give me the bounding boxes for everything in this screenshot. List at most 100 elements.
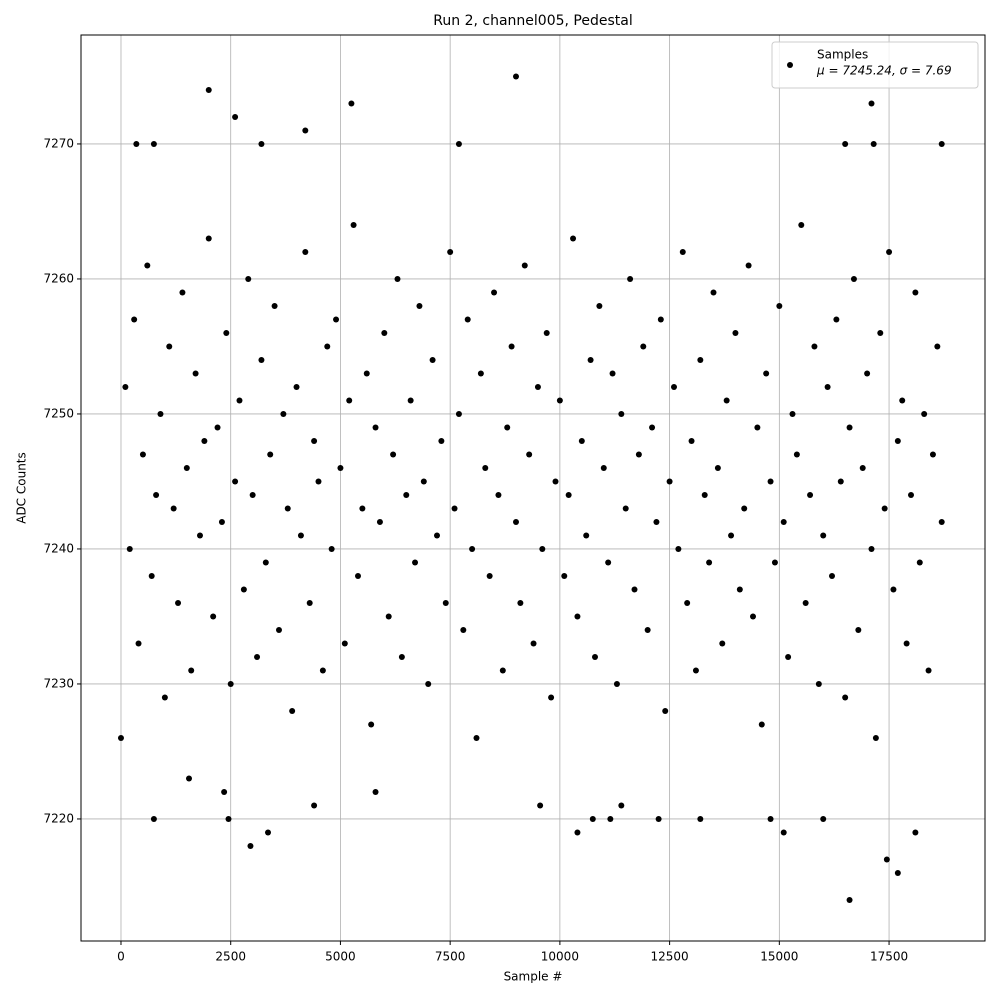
data-point	[929, 451, 936, 458]
data-point	[144, 262, 151, 269]
data-point	[609, 370, 616, 377]
data-point	[846, 424, 853, 431]
data-point	[607, 815, 614, 822]
data-point	[824, 383, 831, 390]
data-point	[376, 518, 383, 525]
data-point	[657, 316, 664, 323]
data-point	[534, 383, 541, 390]
data-point	[438, 437, 445, 444]
x-tick-label: 15000	[760, 950, 798, 964]
data-point	[473, 734, 480, 741]
data-point	[153, 491, 160, 498]
data-point	[780, 829, 787, 836]
data-point	[714, 464, 721, 471]
data-point	[284, 505, 291, 512]
data-point	[850, 275, 857, 282]
data-point	[218, 518, 225, 525]
data-point	[205, 86, 212, 93]
data-point	[894, 437, 901, 444]
data-point	[868, 100, 875, 107]
data-point	[122, 383, 129, 390]
data-point	[644, 626, 651, 633]
data-point	[552, 478, 559, 485]
data-point	[225, 815, 232, 822]
data-point	[921, 410, 928, 417]
data-point	[662, 707, 669, 714]
plot-area	[81, 35, 985, 941]
data-point	[341, 640, 348, 647]
data-point	[221, 788, 228, 795]
data-point	[912, 829, 919, 836]
x-axis-label: Sample #	[504, 970, 563, 984]
data-point	[754, 424, 761, 431]
data-point	[247, 842, 254, 849]
data-point	[333, 316, 340, 323]
x-tick-label: 7500	[435, 950, 466, 964]
chart-title: Run 2, channel005, Pedestal	[433, 13, 632, 29]
data-point	[600, 464, 607, 471]
data-point	[183, 464, 190, 471]
data-point	[451, 505, 458, 512]
data-point	[398, 653, 405, 660]
data-point	[649, 424, 656, 431]
x-tick-label: 12500	[651, 950, 689, 964]
data-point	[653, 518, 660, 525]
data-point	[807, 491, 814, 498]
data-point	[697, 356, 704, 363]
data-point	[684, 599, 691, 606]
data-point	[262, 559, 269, 566]
y-tick-label: 7230	[43, 676, 74, 690]
data-point	[763, 370, 770, 377]
data-point	[776, 302, 783, 309]
data-point	[117, 734, 124, 741]
data-point	[205, 235, 212, 242]
data-point	[139, 451, 146, 458]
data-point	[265, 829, 272, 836]
data-point	[354, 572, 361, 579]
data-point	[372, 788, 379, 795]
data-point	[798, 221, 805, 228]
data-point	[903, 640, 910, 647]
data-point	[499, 667, 506, 674]
data-point	[719, 640, 726, 647]
data-point	[267, 451, 274, 458]
data-point	[789, 410, 796, 417]
data-point	[767, 478, 774, 485]
data-point	[368, 721, 375, 728]
data-point	[833, 316, 840, 323]
data-point	[512, 518, 519, 525]
data-point	[157, 410, 164, 417]
data-point	[842, 140, 849, 147]
data-point	[275, 626, 282, 633]
data-point	[508, 343, 515, 350]
data-point	[280, 410, 287, 417]
x-tick-label: 2500	[215, 950, 246, 964]
data-point	[938, 140, 945, 147]
data-point	[859, 464, 866, 471]
data-point	[249, 491, 256, 498]
data-point	[543, 329, 550, 336]
x-tick-label: 5000	[325, 950, 356, 964]
data-point	[583, 532, 590, 539]
data-point	[622, 505, 629, 512]
data-point	[872, 734, 879, 741]
data-point	[589, 815, 596, 822]
data-point	[469, 545, 476, 552]
data-point	[210, 613, 217, 620]
data-point	[433, 532, 440, 539]
x-tick-label: 0	[117, 950, 125, 964]
data-point	[464, 316, 471, 323]
data-point	[820, 532, 827, 539]
data-point	[908, 491, 915, 498]
data-point	[455, 140, 462, 147]
data-point	[912, 289, 919, 296]
data-point	[526, 451, 533, 458]
data-point	[655, 815, 662, 822]
data-point	[385, 613, 392, 620]
data-point	[837, 478, 844, 485]
data-point	[631, 586, 638, 593]
data-point	[232, 113, 239, 120]
data-point	[306, 599, 313, 606]
data-point	[420, 478, 427, 485]
